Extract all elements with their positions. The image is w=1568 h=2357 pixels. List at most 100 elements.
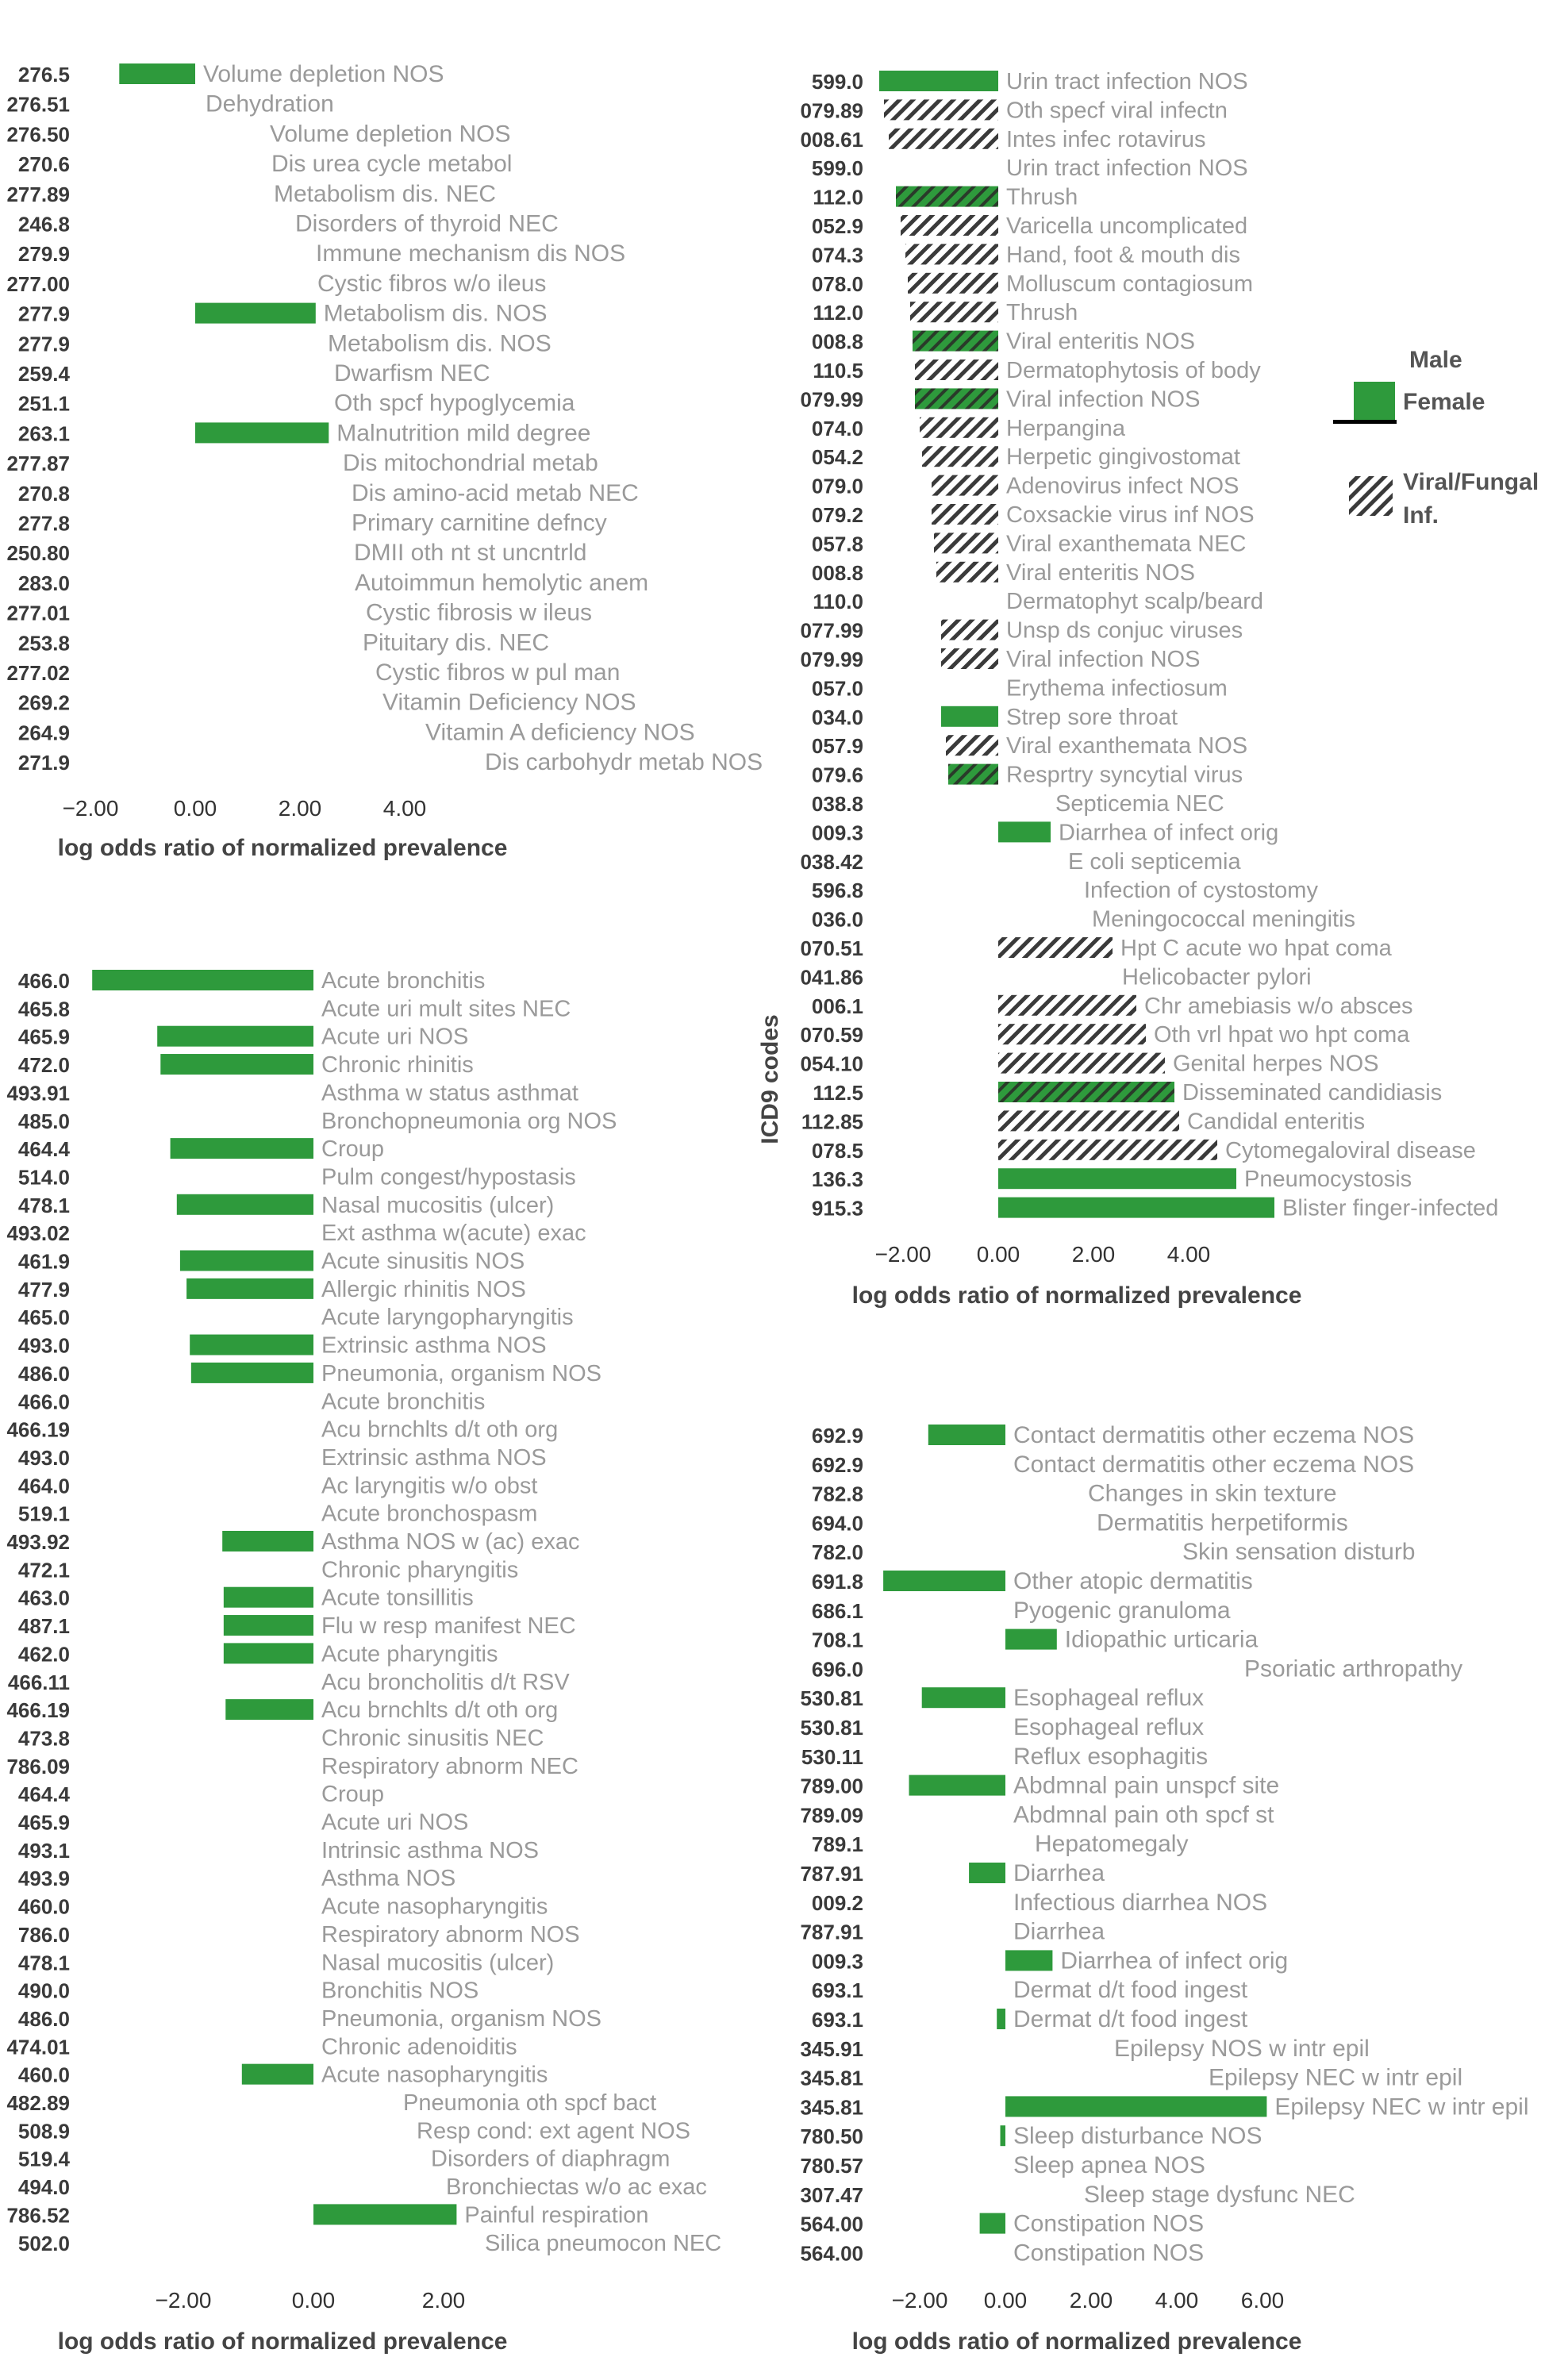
icd-code-label: 253.8 [18,631,70,655]
icd-description-label: Dermat d/t food ingest [1013,1977,1248,2003]
bar-row: 307.47 Sleep stage dysfunc NEC [800,2182,1355,2208]
icd-description-label: Pneumocystosis [1244,1167,1412,1192]
icd-code-label: 279.9 [18,242,70,266]
bar-row: 276.50 Volume depletion NOS [6,121,510,147]
icd-description-label: Diarrhea of infect orig [1059,820,1278,845]
bar-row: 786.09 Respiratory abnorm NEC [6,1754,578,1779]
bar-row: 686.1 Pyogenic granuloma [812,1598,1231,1624]
legend: Male Female Viral/Fungal Inf. [1333,347,1539,529]
icd-description-label: Candidal enteritis [1187,1109,1365,1134]
x-tick-label: 0.00 [984,2288,1028,2313]
icd-description-label: Epilepsy NEC w intr epil [1209,2065,1462,2091]
bar-row: 465.0 Acute laryngopharyngitis [18,1305,574,1330]
icd-code-label: 482.89 [6,2091,70,2115]
bar-row: 478.1 Nasal mucositis (ulcer) [18,1193,554,1218]
bar-row: 277.00 Cystic fibros w/o ileus [6,271,546,297]
x-axis-label: log odds ratio of normalized prevalence [58,835,508,861]
icd-code-label: 070.51 [800,936,863,960]
bar-row: 530.81 Esophageal reflux [800,1714,1204,1740]
legend-female-label: Female [1403,389,1485,415]
icd-code-label: 077.99 [800,619,863,643]
bar-row: 466.19 Acu brnchlts d/t oth org [6,1417,558,1443]
icd-code-label: 276.5 [18,63,70,87]
legend-hatch-swatch [1349,476,1393,516]
icd-description-label: Thrush [1006,185,1078,210]
bar-row: 691.8 Other atopic dermatitis [812,1568,1253,1594]
icd-code-label: 789.00 [800,1774,863,1798]
bar [179,1250,313,1271]
icd-code-label: 465.0 [18,1305,70,1329]
icd-description-label: Helicobacter pylori [1122,964,1312,990]
icd-code-label: 692.9 [812,1424,863,1448]
icd-description-label: Esophageal reflux [1013,1714,1204,1740]
icd-code-label: 493.0 [18,1334,70,1358]
bar [223,1586,313,1608]
icd-code-label: 006.1 [812,994,863,1018]
icd-description-label: Chronic adenoiditis [321,2034,517,2059]
bar-row: 490.0 Bronchitis NOS [18,1978,478,2004]
bar-row: 787.91 Diarrhea [800,1860,1105,1886]
bar [979,2213,1005,2234]
icd-description-label: Acute laryngopharyngitis [321,1305,574,1330]
icd-code-label: 493.91 [6,1081,70,1105]
icd-description-label: Ac laryngitis w/o obst [321,1473,537,1498]
bar-row: 486.0 Pneumonia, organism NOS [18,2006,601,2032]
icd-code-label: 786.09 [6,1755,70,1778]
x-axis-label: log odds ratio of normalized prevalence [58,2328,508,2355]
icd-code-label: 074.0 [812,417,863,440]
icd-code-label: 694.0 [812,1511,863,1535]
bar-row: 079.99 Viral infection NOS [800,647,1200,672]
bar [883,1571,1005,1591]
icd-code-label: 464.4 [18,1137,71,1161]
bar [932,475,998,496]
icd-code-label: 277.00 [6,272,70,296]
icd-description-label: Cytomegaloviral disease [1225,1138,1476,1163]
bar-row: 472.1 Chronic pharyngitis [18,1557,518,1582]
icd-description-label: Unsp ds conjuc viruses [1006,618,1243,644]
icd-code-label: 460.0 [18,2063,70,2087]
icd-code-label: 460.0 [18,1895,70,1919]
icd-description-label: Abdmnal pain oth spcf st [1013,1801,1274,1828]
bar-row: 079.89 Oth specf viral infectn [800,98,1227,123]
icd-description-label: Reflux esophagitis [1013,1744,1208,1770]
x-tick-label: 4.00 [383,796,427,821]
icd-description-label: Dis mitochondrial metab [343,450,598,476]
icd-code-label: 465.9 [18,1811,70,1835]
bar-row: 787.91 Diarrhea [800,1919,1105,1945]
panel-metabolic: 276.5 Volume depletion NOS 276.51 Dehydrati… [6,61,763,861]
icd-code-label: 473.8 [18,1726,70,1750]
icd-description-label: Genital herpes NOS [1173,1052,1379,1077]
bar [948,763,998,785]
icd-description-label: Constipation NOS [1013,2211,1204,2237]
icd-code-label: 008.8 [812,561,863,585]
bar-row: 599.0 Urin tract infection NOS [812,69,1248,94]
icd-description-label: Hepatomegaly [1035,1831,1188,1857]
bar [998,1168,1236,1190]
icd-description-label: Erythema infectiosum [1006,675,1228,701]
bar-row: 782.8 Changes in skin texture [812,1481,1337,1507]
icd-code-label: 786.0 [18,1923,70,1947]
icd-description-label: Hand, foot & mouth dis [1006,242,1240,267]
legend-male-line [1333,420,1397,424]
bar [932,504,998,525]
icd-description-label: Silica pneumocon NEC [485,2231,721,2256]
icd-code-label: 474.01 [6,2035,70,2059]
x-tick-label: 6.00 [1241,2288,1285,2313]
icd-code-label: 463.0 [18,1586,70,1610]
bar [222,1531,313,1551]
bar-row: 780.57 Sleep apnea NOS [800,2152,1205,2178]
icd-description-label: Contact dermatitis other eczema NOS [1013,1422,1414,1448]
bar-row: 038.8 Septicemia NEC [812,791,1224,817]
icd-code-label: 277.89 [6,183,70,206]
bar-row: 530.81 Esophageal reflux [800,1685,1204,1711]
bar-row: 279.9 Immune mechanism dis NOS [18,240,625,267]
icd-code-label: 110.0 [813,590,863,613]
icd-description-label: Infection of cystostomy [1084,878,1318,903]
bar-row: 263.1 Malnutrition mild degree [18,420,591,446]
bar [998,1024,1146,1045]
icd-code-label: 519.1 [18,1502,70,1526]
icd-description-label: Idiopathic urticaria [1065,1627,1259,1653]
legend-viral-label-2: Inf. [1403,502,1439,529]
icd-description-label: Epilepsy NEC w intr epil [1274,2094,1528,2120]
bar-row: 692.9 Contact dermatitis other eczema NOS [812,1451,1414,1478]
